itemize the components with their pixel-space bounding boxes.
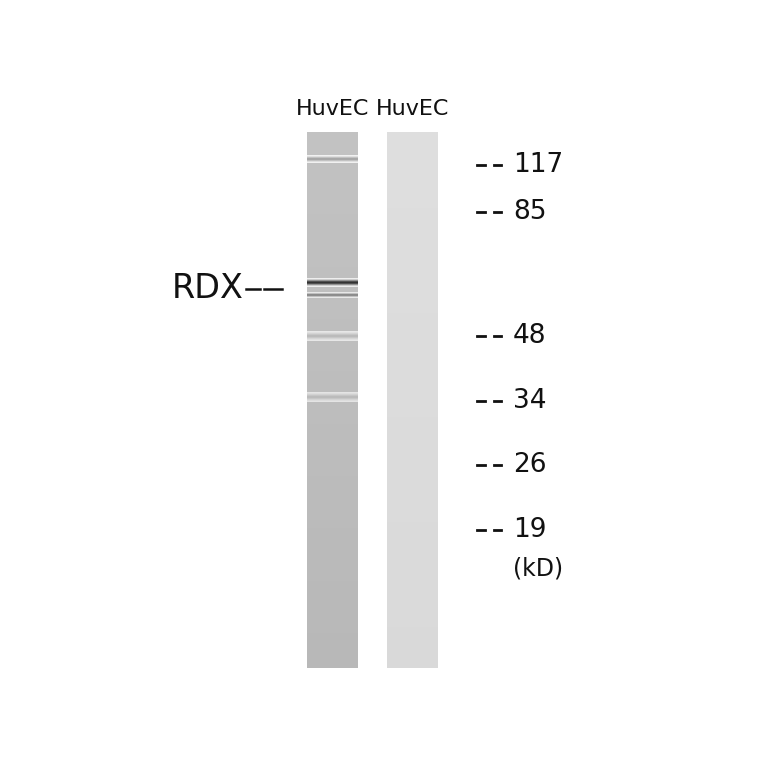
Text: 19: 19 <box>513 517 546 543</box>
Text: 26: 26 <box>513 452 546 478</box>
Text: 34: 34 <box>513 387 546 413</box>
Text: (kD): (kD) <box>513 556 563 580</box>
Text: 48: 48 <box>513 323 546 349</box>
Text: 117: 117 <box>513 152 563 178</box>
Text: HuvEC: HuvEC <box>296 99 369 119</box>
Text: HuvEC: HuvEC <box>376 99 449 119</box>
Text: RDX: RDX <box>172 272 244 306</box>
Text: 85: 85 <box>513 199 546 225</box>
